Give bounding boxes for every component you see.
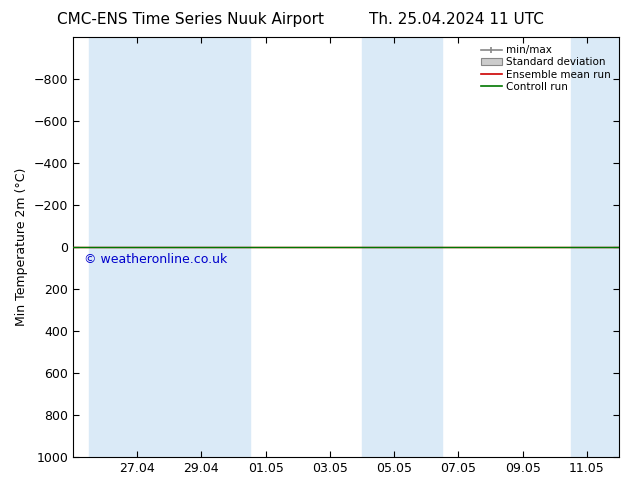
Bar — [185, 37, 250, 457]
Text: CMC-ENS Time Series Nuuk Airport: CMC-ENS Time Series Nuuk Airport — [56, 12, 324, 27]
Text: © weatheronline.co.uk: © weatheronline.co.uk — [84, 253, 227, 266]
Bar — [571, 37, 619, 457]
Legend: min/max, Standard deviation, Ensemble mean run, Controll run: min/max, Standard deviation, Ensemble me… — [478, 42, 614, 95]
Y-axis label: Min Temperature 2m (°C): Min Temperature 2m (°C) — [15, 168, 28, 326]
Bar — [362, 37, 443, 457]
Bar — [89, 37, 185, 457]
Text: Th. 25.04.2024 11 UTC: Th. 25.04.2024 11 UTC — [369, 12, 544, 27]
